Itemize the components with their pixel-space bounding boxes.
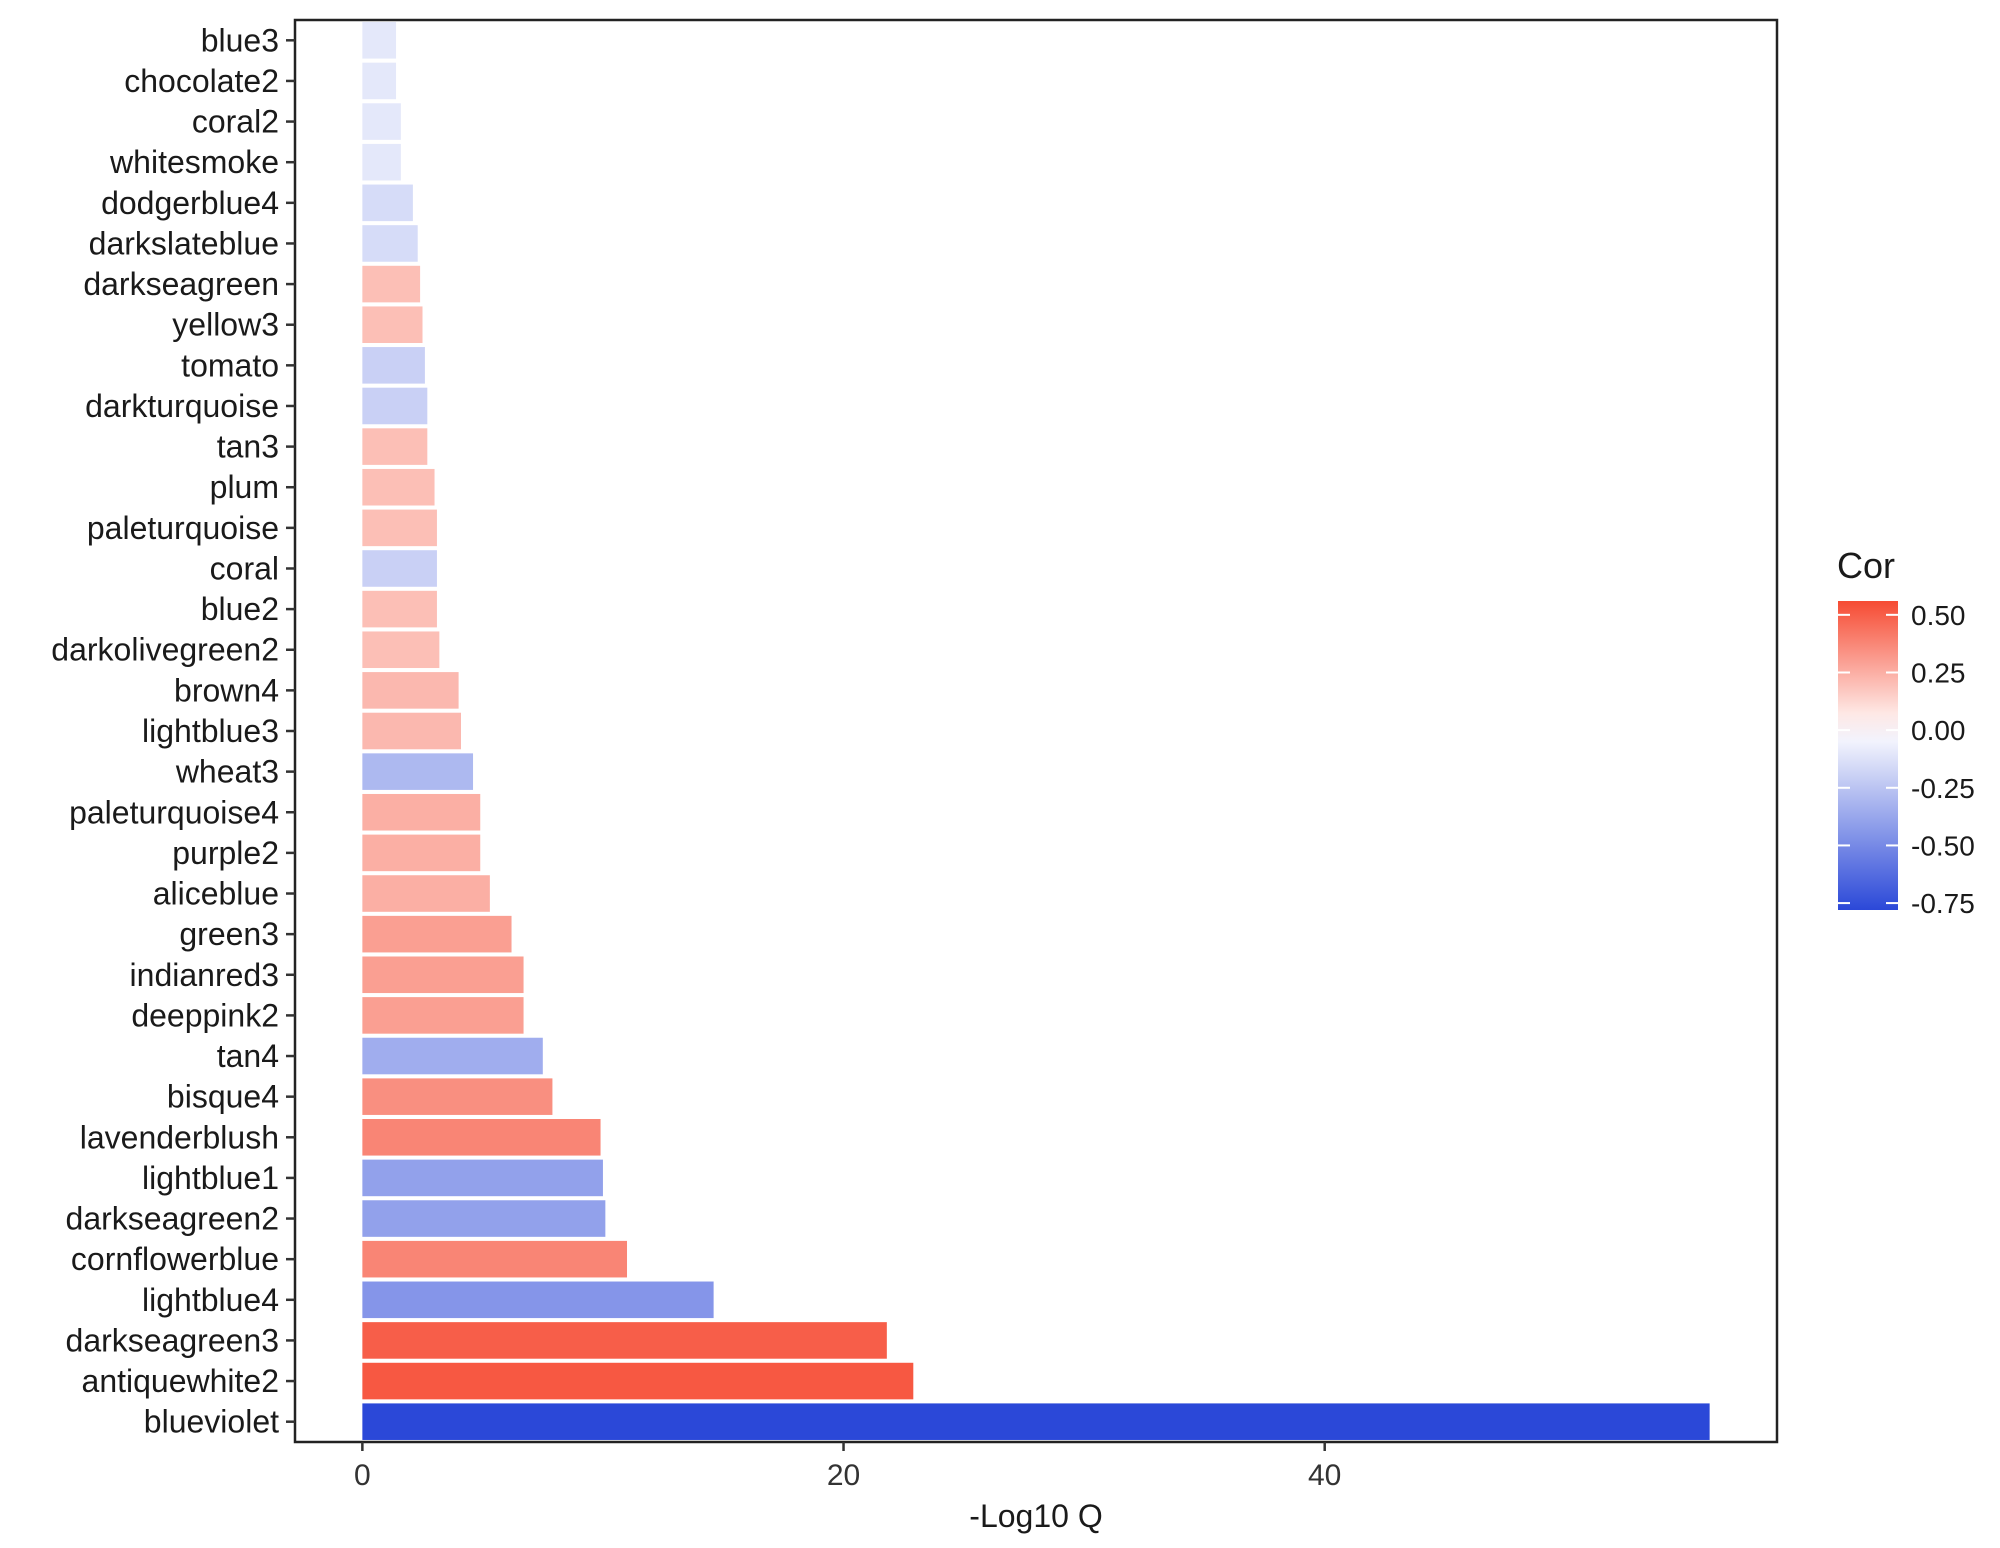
y-tick-label: coral (210, 550, 279, 586)
y-tick-label: green3 (179, 916, 279, 952)
y-tick-label: darkolivegreen2 (51, 632, 279, 668)
legend-tick-label: -0.75 (1911, 888, 1975, 919)
bar-indianred3 (362, 956, 524, 994)
y-tick-label: dodgerblue4 (101, 185, 279, 221)
y-tick-label: lightblue3 (142, 713, 279, 749)
bars-layer (362, 22, 1710, 1440)
y-tick-label: coral2 (192, 104, 279, 140)
bar-tan3 (362, 428, 428, 465)
y-tick-label: paleturquoise4 (69, 794, 279, 830)
bar-lightblue1 (362, 1159, 603, 1197)
bar-lavenderblush (362, 1119, 601, 1156)
y-axis: blue3 chocolate2 coral2 whitesmoke dodgerblu… (51, 22, 295, 1440)
x-axis: 0 20 40 (354, 1442, 1341, 1492)
bar-bisque4 (362, 1078, 553, 1115)
y-tick-label: tan3 (217, 429, 279, 465)
legend-colorbar (1838, 601, 1898, 910)
bar-plum (362, 468, 435, 506)
bar-purple2 (362, 834, 481, 872)
y-tick-label: wheat3 (175, 754, 279, 790)
y-tick-label: purple2 (172, 835, 279, 871)
bar-coral (362, 550, 437, 587)
y-tick-label: aliceblue (153, 876, 279, 912)
y-tick-label: darkturquoise (85, 388, 279, 424)
legend-tick-label: -0.50 (1911, 830, 1975, 861)
legend-tick-label: 0.00 (1911, 715, 1966, 746)
y-tick-label: lightblue4 (142, 1282, 279, 1318)
bar-blue2 (362, 590, 437, 628)
bar-darkslateblue (362, 225, 418, 262)
bar-cornflowerblue (362, 1240, 628, 1278)
y-tick-label: indianred3 (130, 957, 279, 993)
bar-darkturquoise (362, 387, 428, 425)
y-tick-label: lightblue1 (142, 1160, 279, 1196)
bar-lightblue3 (362, 712, 462, 750)
y-tick-label: paleturquoise (87, 510, 279, 546)
bar-blueviolet (362, 1403, 1710, 1440)
bar-wheat3 (362, 753, 474, 790)
y-tick-label: yellow3 (172, 307, 279, 343)
y-tick-label: darkslateblue (89, 225, 279, 261)
bar-aliceblue (362, 875, 490, 912)
x-tick-label: 40 (1308, 1459, 1341, 1492)
y-tick-label: deeppink2 (131, 997, 279, 1033)
bar-antiquewhite2 (362, 1362, 914, 1400)
y-tick-label: antiquewhite2 (82, 1363, 279, 1399)
y-tick-label: tomato (181, 347, 279, 383)
color-legend: Cor 0.50 0.25 0.00 -0.25 -0.50 -0.75 (1837, 545, 1975, 919)
bar-green3 (362, 915, 512, 953)
y-tick-label: chocolate2 (124, 63, 279, 99)
bar-tomato (362, 347, 425, 384)
y-tick-label: darkseagreen3 (66, 1322, 279, 1358)
y-tick-label: lavenderblush (80, 1119, 279, 1155)
bar-brown4 (362, 672, 459, 709)
bar-whitesmoke (362, 143, 401, 181)
y-tick-label: brown4 (174, 672, 279, 708)
y-tick-label: darkseagreen2 (66, 1201, 279, 1237)
bar-paleturquoise (362, 509, 437, 547)
y-tick-label: tan4 (217, 1038, 279, 1074)
y-tick-label: blue2 (201, 591, 279, 627)
bar-lightblue4 (362, 1281, 714, 1319)
bar-deeppink2 (362, 997, 524, 1034)
x-tick-label: 20 (827, 1459, 860, 1492)
y-tick-label: blue3 (201, 22, 279, 58)
y-tick-label: whitesmoke (109, 144, 279, 180)
y-tick-label: plum (210, 469, 279, 505)
y-tick-label: darkseagreen (83, 266, 279, 302)
bar-paleturquoise4 (362, 793, 481, 831)
bar-darkseagreen (362, 265, 421, 303)
y-tick-label: blueviolet (144, 1404, 279, 1440)
legend-tick-label: 0.50 (1911, 600, 1966, 631)
bar-darkseagreen2 (362, 1200, 606, 1237)
bar-darkolivegreen2 (362, 631, 440, 669)
bar-coral2 (362, 103, 401, 140)
bar-darkseagreen3 (362, 1322, 887, 1359)
x-axis-title: -Log10 Q (969, 1498, 1102, 1534)
legend-title: Cor (1837, 545, 1895, 586)
y-tick-label: bisque4 (167, 1079, 279, 1115)
legend-tick-label: -0.25 (1911, 773, 1975, 804)
bar-tan4 (362, 1037, 543, 1075)
x-tick-label: 0 (354, 1459, 371, 1492)
bar-yellow3 (362, 306, 423, 343)
bar-dodgerblue4 (362, 184, 413, 222)
bar-blue3 (362, 22, 397, 59)
legend-tick-label: 0.25 (1911, 657, 1966, 688)
bar-chocolate2 (362, 62, 397, 100)
y-tick-label: cornflowerblue (71, 1241, 279, 1277)
